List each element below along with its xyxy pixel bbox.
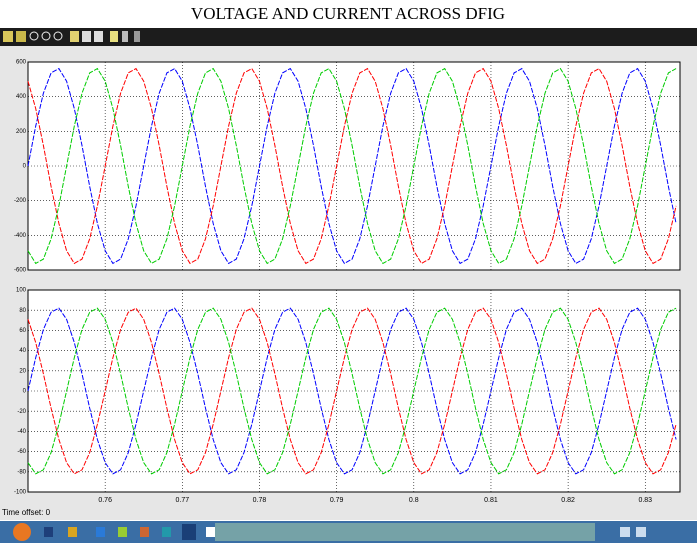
taskbar-band xyxy=(215,523,595,541)
print-icon[interactable] xyxy=(3,31,13,42)
save-axes-icon[interactable] xyxy=(82,31,91,42)
params-icon[interactable] xyxy=(16,31,26,42)
signal-icon[interactable] xyxy=(134,31,140,42)
taskbar-icon[interactable] xyxy=(118,527,127,537)
taskbar-icon[interactable] xyxy=(182,524,196,540)
y-tick-label: 100 xyxy=(16,288,27,294)
y-tick-label: -600 xyxy=(14,268,27,274)
taskbar-icon[interactable] xyxy=(162,527,171,537)
plot-area xyxy=(28,62,680,270)
y-tick-label: -200 xyxy=(14,198,27,204)
page-title: VOLTAGE AND CURRENT ACROSS DFIG xyxy=(191,4,505,23)
plot-area xyxy=(28,290,680,492)
start-button[interactable] xyxy=(13,523,31,541)
time-offset: Time offset: 0 xyxy=(2,508,51,517)
taskbar-icon[interactable] xyxy=(68,527,77,537)
x-tick-label: 0.8 xyxy=(409,497,419,504)
y-tick-label: 80 xyxy=(19,308,26,314)
x-tick-label: 0.76 xyxy=(98,497,112,504)
taskbar-icon[interactable] xyxy=(206,527,215,537)
x-tick-label: 0.81 xyxy=(484,497,498,504)
y-tick-label: -100 xyxy=(14,490,27,496)
x-tick-label: 0.82 xyxy=(561,497,575,504)
taskbar-icon[interactable] xyxy=(96,527,105,537)
y-tick-label: -20 xyxy=(17,409,26,415)
lock-icon[interactable] xyxy=(122,31,128,42)
taskbar-icon[interactable] xyxy=(44,527,53,537)
x-tick-label: 0.78 xyxy=(253,497,267,504)
y-tick-label: -400 xyxy=(14,233,27,239)
y-tick-label: 400 xyxy=(16,94,27,100)
y-tick-label: 40 xyxy=(19,348,26,354)
x-tick-label: 0.77 xyxy=(176,497,190,504)
y-tick-label: 600 xyxy=(16,60,27,66)
tray-icon[interactable] xyxy=(620,527,630,537)
autoscale-icon[interactable] xyxy=(70,31,79,42)
x-tick-label: 0.83 xyxy=(638,497,652,504)
tray-icon[interactable] xyxy=(636,527,646,537)
y-tick-label: -80 xyxy=(17,469,26,475)
y-tick-label: -60 xyxy=(17,449,26,455)
page: VOLTAGE AND CURRENT ACROSS DFIG Time off… xyxy=(0,0,697,543)
y-tick-label: 20 xyxy=(19,368,26,374)
restore-axes-icon[interactable] xyxy=(94,31,103,42)
y-tick-label: 200 xyxy=(16,129,27,135)
float-icon[interactable] xyxy=(110,31,118,42)
toolbar xyxy=(0,28,697,46)
x-tick-label: 0.79 xyxy=(330,497,344,504)
taskbar-icon[interactable] xyxy=(140,527,149,537)
screenshot: VOLTAGE AND CURRENT ACROSS DFIG Time off… xyxy=(0,0,697,543)
y-tick-label: -40 xyxy=(17,429,26,435)
y-tick-label: 60 xyxy=(19,328,26,334)
